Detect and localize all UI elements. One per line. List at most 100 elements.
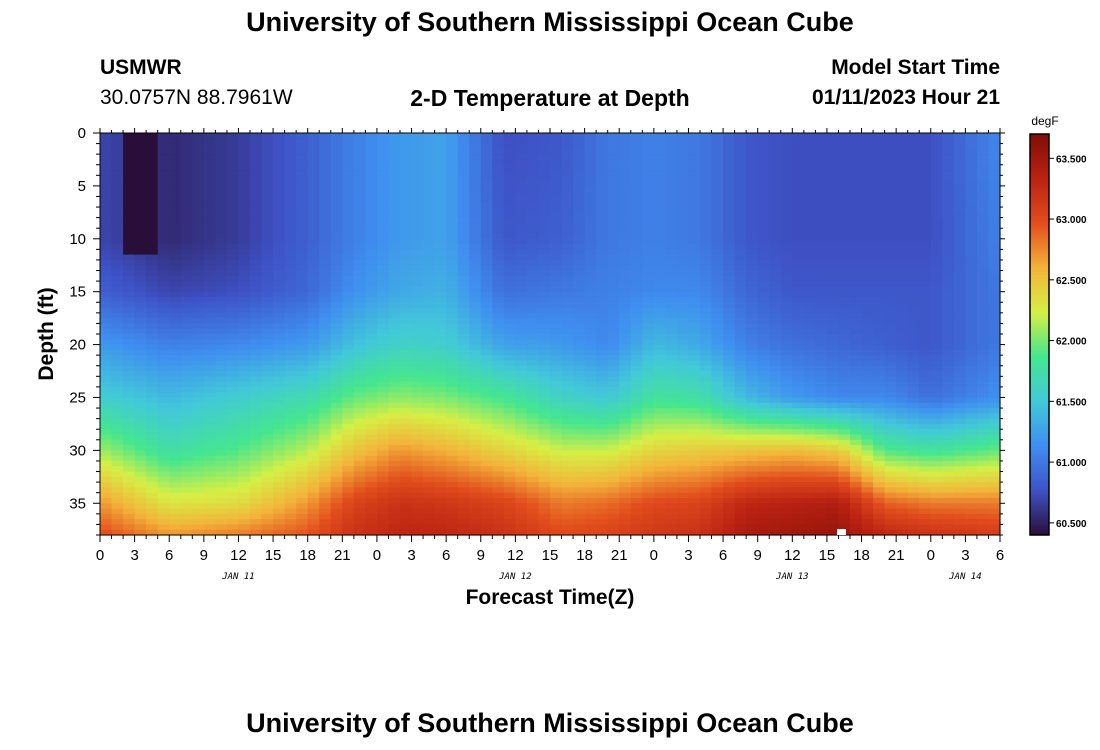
heatmap-cell xyxy=(330,519,343,526)
heatmap-cell xyxy=(561,492,574,499)
heatmap-cell xyxy=(676,434,690,441)
heatmap-cell xyxy=(492,408,505,414)
heatmap-cell xyxy=(734,196,747,203)
heatmap-cell xyxy=(434,429,447,436)
heatmap-cell xyxy=(388,344,401,351)
heatmap-cell xyxy=(503,434,516,441)
heatmap-cell xyxy=(319,249,332,256)
heatmap-cell xyxy=(365,323,378,330)
heatmap-cell xyxy=(411,381,424,388)
heatmap-cell xyxy=(157,180,170,187)
heatmap-cell xyxy=(815,371,828,377)
heatmap-cell xyxy=(584,487,597,494)
heatmap-cell xyxy=(480,524,493,531)
heatmap-cell xyxy=(780,291,793,298)
heatmap-cell xyxy=(688,381,701,388)
heatmap-cell xyxy=(561,159,574,166)
heatmap-cell xyxy=(100,196,113,203)
heatmap-cell xyxy=(215,222,228,229)
heatmap-cell xyxy=(526,133,540,139)
heatmap-cell xyxy=(711,238,724,245)
heatmap-cell xyxy=(492,148,505,155)
heatmap-cell xyxy=(330,212,343,219)
heatmap-cell xyxy=(838,270,851,277)
heatmap-cell xyxy=(307,164,320,171)
heatmap-cell xyxy=(215,344,228,351)
heatmap-cell xyxy=(550,191,563,198)
heatmap-cell xyxy=(526,402,540,409)
heatmap-cell xyxy=(630,434,643,441)
heatmap-cell xyxy=(653,339,666,346)
heatmap-cell xyxy=(226,185,240,192)
heatmap-cell xyxy=(365,397,378,404)
heatmap-cell xyxy=(515,376,528,383)
heatmap-cell xyxy=(365,133,378,139)
heatmap-cell xyxy=(826,529,840,536)
heatmap-cell xyxy=(492,492,505,499)
heatmap-cell xyxy=(573,180,586,187)
heatmap-cell xyxy=(538,228,551,235)
heatmap-cell xyxy=(850,286,863,293)
heatmap-cell xyxy=(503,529,516,536)
heatmap-cell xyxy=(619,138,632,145)
heatmap-cell xyxy=(792,249,805,256)
heatmap-cell xyxy=(273,159,286,166)
heatmap-cell xyxy=(503,471,516,478)
heatmap-cell xyxy=(192,503,205,510)
heatmap-cell xyxy=(792,143,805,150)
heatmap-cell xyxy=(757,281,770,287)
heatmap-cell xyxy=(261,228,274,235)
heatmap-cell xyxy=(400,154,413,161)
heatmap-cell xyxy=(515,508,528,515)
heatmap-cell xyxy=(146,270,159,277)
heatmap-cell xyxy=(157,191,170,198)
heatmap-cell xyxy=(734,302,747,309)
heatmap-cell xyxy=(769,460,782,467)
heatmap-cell xyxy=(734,386,747,393)
heatmap-cell xyxy=(746,360,759,367)
heatmap-cell xyxy=(665,238,678,245)
heatmap-cell xyxy=(607,450,620,457)
heatmap-cell xyxy=(469,439,482,446)
heatmap-cell xyxy=(769,185,782,192)
heatmap-cell xyxy=(619,296,632,303)
heatmap-cell xyxy=(134,371,147,377)
heatmap-cell xyxy=(619,217,632,224)
heatmap-cell xyxy=(365,365,378,372)
heatmap-cell xyxy=(607,196,620,203)
heatmap-cell xyxy=(342,175,355,182)
heatmap-cell xyxy=(411,259,424,266)
heatmap-cell xyxy=(238,429,251,436)
heatmap-cell xyxy=(676,508,690,515)
heatmap-cell xyxy=(180,386,193,393)
heatmap-cell xyxy=(388,397,401,404)
heatmap-cell xyxy=(838,513,851,520)
heatmap-cell xyxy=(388,529,401,536)
heatmap-cell xyxy=(446,460,459,467)
heatmap-cell xyxy=(250,302,263,309)
heatmap-cell xyxy=(284,323,297,330)
heatmap-cell xyxy=(734,154,747,161)
heatmap-cell xyxy=(446,529,459,536)
heatmap-cell xyxy=(215,476,228,483)
heatmap-cell xyxy=(446,376,459,383)
heatmap-cell xyxy=(226,207,240,213)
heatmap-cell xyxy=(330,487,343,494)
heatmap-cell xyxy=(780,138,793,145)
heatmap-cell xyxy=(769,492,782,499)
heatmap-cell xyxy=(607,371,620,377)
heatmap-cell xyxy=(169,281,182,287)
heatmap-cell xyxy=(792,133,805,139)
heatmap-cell xyxy=(238,513,251,520)
heatmap-cell xyxy=(769,249,782,256)
heatmap-cell xyxy=(676,503,690,510)
heatmap-cell xyxy=(157,482,170,488)
heatmap-cell xyxy=(780,344,793,351)
heatmap-cell xyxy=(803,265,816,272)
heatmap-cell xyxy=(653,323,666,330)
heatmap-cell xyxy=(342,381,355,388)
heatmap-cell xyxy=(515,143,528,150)
heatmap-cell xyxy=(826,296,840,303)
heatmap-cell xyxy=(665,170,678,176)
heatmap-cell xyxy=(100,207,113,213)
